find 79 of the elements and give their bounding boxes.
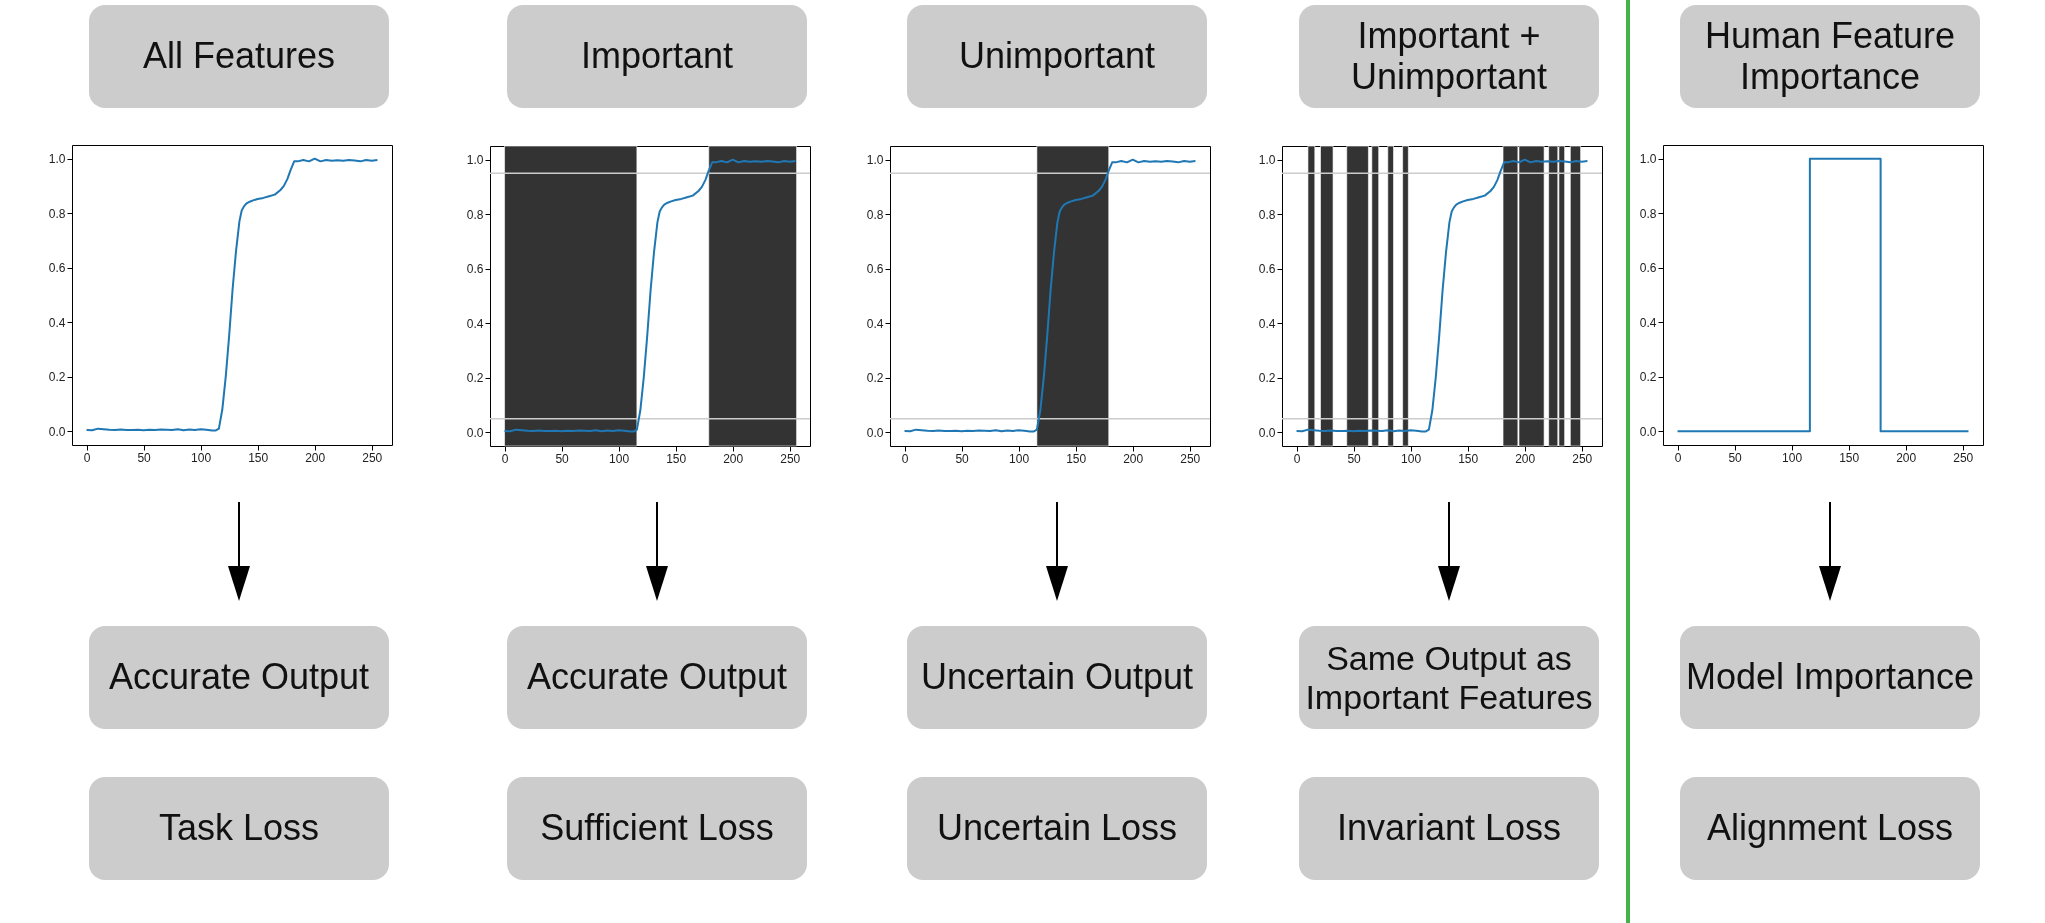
x-tick-label: 200	[1123, 451, 1144, 466]
x-tick-label: 200	[723, 451, 744, 466]
x-tick-label: 200	[1515, 451, 1536, 466]
x-tick-label: 50	[1347, 451, 1362, 466]
y-tick-label: 1.0	[866, 153, 884, 168]
x-tick-label: 50	[1728, 450, 1743, 465]
chart-title: Human Feature Importance	[1680, 5, 1980, 108]
x-tick-label: 200	[305, 450, 326, 465]
x-tick-label: 150	[1066, 451, 1087, 466]
y-tick-label: 0.4	[48, 315, 66, 330]
y-tick-label: 0.4	[466, 316, 484, 331]
y-tick-label: 0.2	[48, 370, 66, 385]
x-tick-label: 250	[1180, 451, 1201, 466]
text: Invariant Loss	[1299, 777, 1599, 880]
line-series	[1295, 158, 1589, 433]
x-tick-label: 200	[1896, 450, 1917, 465]
y-tick-label: 1.0	[1258, 153, 1276, 168]
y-tick-label: 0.2	[1258, 371, 1276, 386]
x-tick-label: 100	[1401, 451, 1422, 466]
x-tick-label: 0	[501, 451, 509, 466]
chart-title: Unimportant	[907, 5, 1207, 108]
chart-title: Important + Unimportant	[1299, 5, 1599, 108]
y-tick-label: 0.0	[866, 425, 884, 440]
y-tick-label: 0.2	[1639, 370, 1657, 385]
y-tick-label: 0.2	[866, 371, 884, 386]
y-tick-label: 0.4	[1258, 316, 1276, 331]
x-tick-label: 50	[555, 451, 570, 466]
x-tick-label: 0	[901, 451, 909, 466]
text: Same Output as Important Features	[1299, 626, 1599, 729]
x-tick-label: 0	[83, 450, 91, 465]
x-tick-label: 250	[1572, 451, 1593, 466]
line-series	[903, 158, 1197, 433]
text: Uncertain Output	[907, 626, 1207, 729]
y-tick-label: 0.4	[866, 316, 884, 331]
y-tick-label: 0.8	[466, 207, 484, 222]
x-tick-label: 0	[1293, 451, 1301, 466]
text: Task Loss	[89, 777, 389, 880]
y-tick-label: 0.8	[866, 207, 884, 222]
text: Accurate Output	[507, 626, 807, 729]
y-tick-label: 0.0	[466, 425, 484, 440]
y-tick-label: 0.6	[866, 262, 884, 277]
text: Uncertain Loss	[907, 777, 1207, 880]
text: Alignment Loss	[1680, 777, 1980, 880]
x-tick-label: 100	[1009, 451, 1030, 466]
y-tick-label: 0.6	[466, 262, 484, 277]
x-tick-label: 150	[1839, 450, 1860, 465]
x-tick-label: 100	[191, 450, 212, 465]
y-tick-label: 0.8	[1258, 207, 1276, 222]
y-tick-label: 1.0	[1639, 152, 1657, 167]
x-tick-label: 100	[609, 451, 630, 466]
y-tick-label: 0.0	[1258, 425, 1276, 440]
y-tick-label: 0.2	[466, 371, 484, 386]
y-tick-label: 0.4	[1639, 315, 1657, 330]
y-tick-label: 0.6	[1639, 261, 1657, 276]
x-tick-label: 150	[666, 451, 687, 466]
x-tick-label: 50	[137, 450, 152, 465]
y-tick-label: 0.6	[1258, 262, 1276, 277]
text: Model Importance	[1680, 626, 1980, 729]
x-tick-label: 250	[780, 451, 801, 466]
x-tick-label: 250	[1953, 450, 1974, 465]
x-tick-label: 50	[955, 451, 970, 466]
x-tick-label: 150	[1458, 451, 1479, 466]
chart-title: All Features	[89, 5, 389, 108]
line-series	[85, 157, 379, 432]
x-tick-label: 150	[248, 450, 269, 465]
y-tick-label: 1.0	[466, 153, 484, 168]
y-tick-label: 0.8	[1639, 206, 1657, 221]
text: Sufficient Loss	[507, 777, 807, 880]
chart-title: Important	[507, 5, 807, 108]
y-tick-label: 0.0	[48, 424, 66, 439]
x-tick-label: 0	[1674, 450, 1682, 465]
x-tick-label: 100	[1782, 450, 1803, 465]
y-tick-label: 1.0	[48, 152, 66, 167]
y-tick-label: 0.6	[48, 261, 66, 276]
text: Accurate Output	[89, 626, 389, 729]
y-tick-label: 0.8	[48, 206, 66, 221]
y-tick-label: 0.0	[1639, 424, 1657, 439]
x-tick-label: 250	[362, 450, 383, 465]
line-series	[503, 158, 797, 433]
